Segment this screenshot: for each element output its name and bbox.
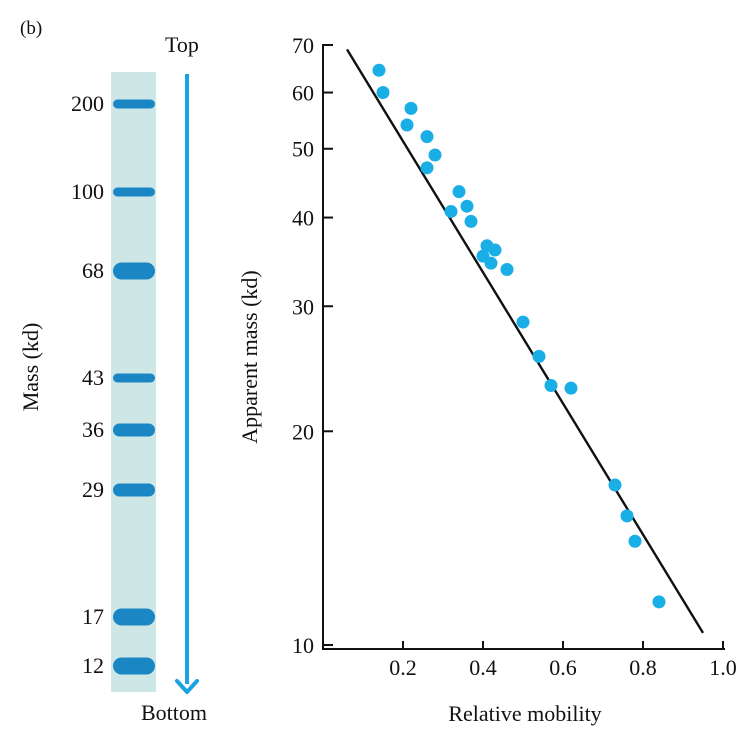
data-point: [564, 381, 578, 395]
data-point: [544, 379, 558, 393]
data-point: [488, 243, 502, 257]
x-tick-labels: 0.2 0.4 0.6 0.8 1.0: [389, 655, 737, 680]
gel-mass-label: 29: [82, 477, 104, 502]
gel-band: [113, 483, 155, 497]
gel-mass-labels: 200 100 68 43 36 29 17 12: [71, 91, 104, 678]
y-tick-label: 40: [292, 206, 314, 231]
y-tick-label: 30: [292, 294, 314, 319]
y-ticks: [323, 44, 333, 646]
data-point: [460, 199, 474, 213]
data-point: [400, 118, 414, 132]
gel-mass-label: 36: [82, 417, 104, 442]
data-point: [464, 214, 478, 228]
gel-band: [113, 608, 155, 626]
gel-band: [113, 423, 155, 437]
fit-line: [345, 48, 705, 634]
data-point: [620, 509, 634, 523]
data-point: [628, 534, 642, 548]
gel-band: [113, 262, 155, 280]
bottom-label: Bottom: [141, 700, 207, 725]
gel-band: [113, 187, 155, 197]
y-tick-label: 60: [292, 81, 314, 106]
data-point: [372, 63, 386, 77]
gel-mass-label: 68: [82, 258, 104, 283]
data-point: [404, 101, 418, 115]
gel-mass-label: 200: [71, 91, 104, 116]
gel-band: [113, 657, 155, 675]
gel-mass-label: 100: [71, 179, 104, 204]
y-tick-labels: 10 20 30 40 50 60 70: [292, 33, 314, 658]
x-tick-label: 0.6: [549, 655, 577, 680]
y-tick-label: 70: [292, 33, 314, 58]
y-axis-label: Apparent mass (kd): [237, 270, 262, 444]
gel-panel: 200 100 68 43 36 29 17 12 Top Bottom Mass (kd): [18, 32, 207, 725]
data-point: [452, 185, 466, 199]
gel-band: [113, 373, 155, 383]
data-point: [444, 204, 458, 218]
panel-label: (b): [20, 18, 42, 39]
data-point: [652, 595, 666, 609]
data-point: [608, 478, 622, 492]
gel-band: [113, 99, 155, 109]
gel-mass-label: 43: [82, 365, 104, 390]
gel-mass-label: 17: [82, 604, 104, 629]
gel-axis-label: Mass (kd): [18, 323, 43, 412]
data-point: [484, 256, 498, 270]
x-ticks: [402, 641, 724, 649]
arrow-head: [175, 679, 199, 694]
plot-panel: 10 20 30 40 50 60 70 0.2 0.4 0.6 0.8 1.0 Apparent …: [237, 33, 737, 726]
x-tick-label: 1.0: [709, 655, 737, 680]
data-point: [516, 315, 530, 329]
data-point: [376, 86, 390, 100]
top-label: Top: [165, 32, 199, 57]
gel-mass-label: 12: [82, 653, 104, 678]
data-point: [420, 161, 434, 175]
data-point: [420, 130, 434, 144]
data-point: [428, 148, 442, 162]
y-tick-label: 10: [292, 633, 314, 658]
y-tick-label: 50: [292, 137, 314, 162]
x-tick-label: 0.4: [469, 655, 497, 680]
data-point: [532, 349, 546, 363]
migration-arrow: [175, 74, 199, 694]
gel-bands: [113, 99, 155, 675]
data-points: [372, 63, 666, 609]
x-tick-label: 0.8: [629, 655, 657, 680]
y-tick-label: 20: [292, 419, 314, 444]
x-tick-label: 0.2: [389, 655, 417, 680]
x-axis-label: Relative mobility: [448, 701, 601, 726]
data-point: [500, 262, 514, 276]
